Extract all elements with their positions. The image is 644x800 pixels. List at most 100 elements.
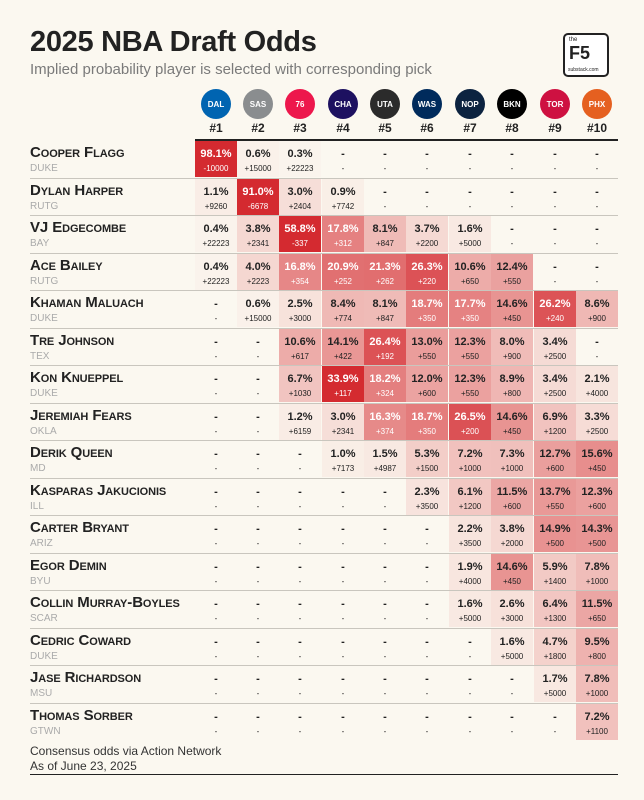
probability-value: 1.1% bbox=[203, 185, 229, 198]
probability-value: 3.8% bbox=[245, 223, 271, 235]
probability-value: 6.9% bbox=[542, 410, 568, 423]
f5-substack-logo[interactable]: the F5 substack.com bbox=[563, 33, 609, 77]
odds-value: +2223 bbox=[246, 276, 270, 286]
odds-value: -6678 bbox=[247, 201, 269, 211]
pick-column-header: 76 #3 bbox=[279, 86, 321, 138]
odds-cell: -- bbox=[534, 254, 576, 290]
player-name: Thomas Sorber bbox=[30, 706, 133, 724]
probability-value: - bbox=[383, 185, 387, 198]
probability-value: - bbox=[214, 710, 218, 723]
odds-value: +324 bbox=[375, 389, 395, 398]
odds-cell: -- bbox=[406, 554, 448, 590]
probability-value: 14.6% bbox=[496, 410, 528, 423]
odds-cell: 3.4% +2500 bbox=[534, 366, 576, 402]
odds-cell: 0.4% +22223 bbox=[195, 253, 237, 290]
odds-cell: -- bbox=[195, 666, 237, 702]
probability-value: - bbox=[298, 673, 302, 685]
odds-cell: -- bbox=[364, 516, 406, 552]
odds-value: +4987 bbox=[373, 464, 397, 473]
probability-value: - bbox=[383, 523, 387, 535]
odds-value: - bbox=[341, 539, 345, 548]
probability-value: - bbox=[298, 485, 302, 498]
odds-cell: 18.7% +350 bbox=[406, 291, 448, 327]
odds-value: - bbox=[383, 539, 387, 548]
odds-cell: 98.1% -10000 bbox=[195, 141, 237, 177]
odds-value: - bbox=[256, 576, 260, 586]
odds-cell: 17.8% +312 bbox=[322, 216, 364, 252]
odds-value: - bbox=[298, 539, 302, 548]
odds-cell: 12.7% +600 bbox=[534, 441, 576, 477]
probability-value: - bbox=[256, 485, 260, 498]
odds-cell: -- bbox=[322, 516, 364, 552]
probability-value: - bbox=[383, 635, 387, 648]
probability-value: 13.0% bbox=[411, 335, 443, 348]
player-name: Carter Bryant bbox=[30, 519, 129, 536]
odds-cell: 14.3% +500 bbox=[576, 516, 618, 552]
footer-source: Consensus odds via Action Network bbox=[30, 744, 222, 758]
probability-value: - bbox=[510, 185, 514, 198]
odds-value: - bbox=[256, 501, 260, 511]
row-divider bbox=[30, 702, 618, 704]
odds-value: - bbox=[341, 164, 345, 173]
odds-value: - bbox=[553, 164, 557, 173]
player-name: Cooper Flagg bbox=[30, 144, 125, 161]
logo-site: substack.com bbox=[568, 67, 599, 73]
probability-value: 6.4% bbox=[542, 598, 568, 610]
odds-value: +1400 bbox=[543, 576, 567, 586]
odds-value: +500 bbox=[587, 539, 607, 548]
odds-cell: 21.3% +262 bbox=[364, 253, 406, 290]
player-name: VJ Edgecombe bbox=[30, 219, 127, 236]
player-row: Kasparas Jakucionis ILL - - - - - - - - - -2.3% +350… bbox=[0, 478, 644, 515]
pick-number: #10 bbox=[586, 121, 608, 135]
odds-cell: -- bbox=[237, 704, 279, 740]
odds-value: - bbox=[383, 576, 387, 586]
pick-number: #4 bbox=[336, 121, 350, 135]
odds-value: +2341 bbox=[331, 426, 355, 436]
odds-value: - bbox=[425, 576, 429, 586]
probability-value: 1.7% bbox=[542, 673, 568, 685]
odds-value: - bbox=[256, 726, 260, 736]
row-divider bbox=[30, 440, 618, 441]
odds-cell: 1.6% +5000 bbox=[449, 216, 491, 252]
odds-value: +4000 bbox=[458, 576, 482, 586]
odds-cell: 7.8% +1000 bbox=[576, 666, 618, 702]
odds-cell: -- bbox=[322, 141, 364, 177]
odds-value: - bbox=[298, 464, 302, 473]
odds-cell: -- bbox=[237, 629, 279, 665]
odds-value: +550 bbox=[502, 276, 522, 286]
probability-value: - bbox=[256, 410, 260, 423]
probability-value: 1.5% bbox=[372, 448, 398, 460]
pick-column-header: UTA #5 bbox=[364, 86, 406, 138]
probability-value: - bbox=[595, 185, 599, 198]
pick-number: #1 bbox=[209, 121, 223, 135]
odds-cell: -- bbox=[237, 591, 279, 627]
odds-value: - bbox=[425, 651, 429, 661]
player-row: Jase Richardson MSU - - - - - - - - - - - - - - - -1.7% +5… bbox=[0, 666, 644, 702]
odds-value: +450 bbox=[502, 576, 522, 586]
player-row: Thomas Sorber GTWN - - - - - - - - - - - - - - - - - -7.2% +… bbox=[0, 703, 644, 740]
probability-value: - bbox=[256, 523, 260, 535]
odds-value: - bbox=[468, 164, 472, 173]
odds-value: - bbox=[425, 201, 429, 211]
odds-cell: -- bbox=[279, 704, 321, 740]
probability-value: 15.6% bbox=[581, 448, 613, 460]
probability-value: 1.6% bbox=[457, 223, 483, 235]
odds-value: +350 bbox=[460, 314, 480, 323]
odds-cell: -- bbox=[491, 179, 533, 215]
odds-cell: -- bbox=[237, 404, 279, 440]
odds-cell: -- bbox=[195, 629, 237, 665]
pick-column-header: CHA #4 bbox=[322, 86, 364, 138]
odds-value: +15000 bbox=[244, 314, 272, 323]
probability-value: - bbox=[510, 223, 514, 235]
odds-cell: 4.7% +1800 bbox=[534, 628, 576, 665]
odds-value: +1000 bbox=[585, 689, 609, 698]
odds-cell: 7.8% +1000 bbox=[576, 553, 618, 590]
probability-value: 26.5% bbox=[454, 410, 486, 423]
probability-value: 0.6% bbox=[245, 298, 271, 310]
probability-value: 0.3% bbox=[287, 148, 313, 160]
probability-value: 2.5% bbox=[287, 298, 313, 310]
odds-value: - bbox=[214, 351, 218, 361]
odds-value: +1800 bbox=[543, 651, 567, 661]
probability-value: - bbox=[468, 673, 472, 685]
probability-value: 16.3% bbox=[369, 410, 401, 423]
